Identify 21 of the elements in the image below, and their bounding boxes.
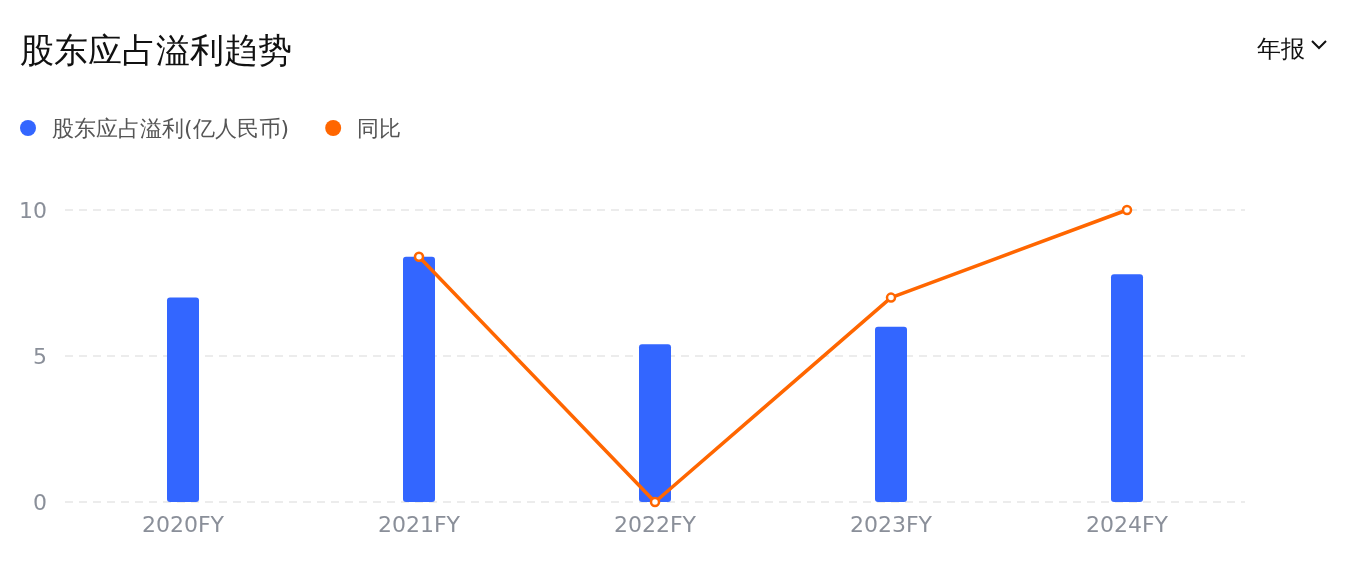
x-tick-label: 2021FY xyxy=(377,512,461,537)
y-tick-label: 5 xyxy=(33,344,47,369)
legend-label: 股东应占溢利(亿人民币) xyxy=(52,116,290,141)
text: 年报 xyxy=(1257,35,1305,63)
legend-label: 同比 xyxy=(357,116,402,141)
x-tick-label: 2024FY xyxy=(1085,512,1169,537)
chart-title: 股东应占溢利趋势 xyxy=(20,30,292,70)
x-tick-label: 2022FY xyxy=(613,512,697,537)
x-tick-label: 2023FY xyxy=(849,512,933,537)
bar xyxy=(167,297,199,502)
point xyxy=(649,496,661,508)
bar xyxy=(875,326,907,502)
y-tick-label: 10 xyxy=(19,198,47,223)
point xyxy=(885,292,897,303)
point xyxy=(413,251,425,262)
bar xyxy=(1111,274,1143,502)
x-tick-label: 2020FY xyxy=(141,512,225,537)
point xyxy=(1121,204,1133,216)
bar xyxy=(639,344,671,502)
y-tick-label: 0 xyxy=(33,490,47,515)
bar xyxy=(403,256,435,502)
